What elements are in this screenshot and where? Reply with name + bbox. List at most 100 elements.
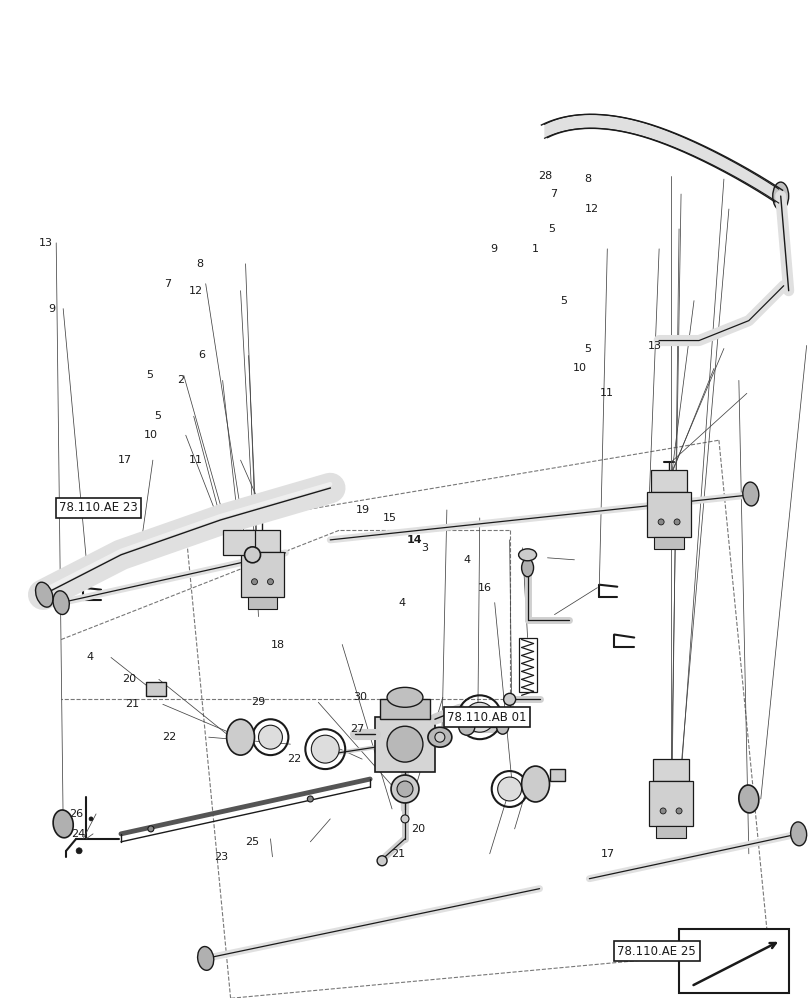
Text: 8: 8 bbox=[584, 174, 591, 184]
Circle shape bbox=[435, 732, 444, 742]
Bar bbox=[244, 530, 280, 552]
Text: 1: 1 bbox=[531, 244, 539, 254]
Text: 9: 9 bbox=[48, 304, 55, 314]
Bar bbox=[240, 552, 284, 597]
Circle shape bbox=[89, 817, 93, 821]
Text: 17: 17 bbox=[600, 849, 615, 859]
Ellipse shape bbox=[387, 687, 423, 707]
Ellipse shape bbox=[226, 719, 254, 755]
Circle shape bbox=[251, 579, 257, 585]
Bar bbox=[222, 530, 254, 555]
Circle shape bbox=[148, 826, 153, 832]
Text: 25: 25 bbox=[245, 837, 259, 847]
Text: 5: 5 bbox=[146, 370, 152, 380]
Text: 29: 29 bbox=[251, 697, 265, 707]
Bar bbox=[375, 717, 435, 772]
Text: 18: 18 bbox=[271, 640, 285, 650]
Circle shape bbox=[673, 519, 680, 525]
Bar bbox=[380, 699, 429, 719]
Ellipse shape bbox=[427, 727, 451, 747]
Text: 9: 9 bbox=[489, 244, 496, 254]
Text: 5: 5 bbox=[560, 296, 567, 306]
Text: 78.110.AB 01: 78.110.AB 01 bbox=[447, 711, 526, 724]
Text: 20: 20 bbox=[122, 674, 136, 684]
Text: 21: 21 bbox=[390, 849, 405, 859]
Circle shape bbox=[258, 725, 282, 749]
Text: 5: 5 bbox=[584, 344, 591, 354]
Circle shape bbox=[311, 735, 339, 763]
Bar bbox=[655, 826, 685, 838]
Circle shape bbox=[497, 777, 521, 801]
Ellipse shape bbox=[521, 559, 533, 577]
Bar bbox=[654, 537, 683, 549]
Circle shape bbox=[676, 808, 681, 814]
Bar bbox=[678, 929, 787, 993]
Circle shape bbox=[658, 519, 663, 525]
Bar bbox=[646, 492, 690, 537]
Bar bbox=[518, 638, 536, 692]
Text: 30: 30 bbox=[353, 692, 367, 702]
Bar bbox=[648, 781, 692, 826]
Ellipse shape bbox=[738, 785, 758, 813]
Text: 22: 22 bbox=[162, 732, 177, 742]
Bar bbox=[650, 470, 686, 492]
Text: 16: 16 bbox=[478, 583, 491, 593]
Text: 2: 2 bbox=[178, 375, 184, 385]
Circle shape bbox=[401, 815, 409, 823]
Text: 17: 17 bbox=[117, 455, 131, 465]
Text: 28: 28 bbox=[538, 171, 551, 181]
Text: 19: 19 bbox=[355, 505, 370, 515]
Text: 7: 7 bbox=[549, 189, 556, 199]
Text: 11: 11 bbox=[188, 455, 203, 465]
Ellipse shape bbox=[772, 182, 787, 210]
Ellipse shape bbox=[53, 810, 73, 838]
Text: 78.110.AE 25: 78.110.AE 25 bbox=[616, 945, 695, 958]
Ellipse shape bbox=[521, 766, 549, 802]
Circle shape bbox=[503, 693, 515, 705]
Text: 5: 5 bbox=[154, 411, 161, 421]
Text: 23: 23 bbox=[214, 852, 228, 862]
Text: 12: 12 bbox=[188, 286, 203, 296]
Text: 21: 21 bbox=[125, 699, 139, 709]
Text: 5: 5 bbox=[547, 224, 555, 234]
Circle shape bbox=[397, 781, 413, 797]
Ellipse shape bbox=[742, 482, 758, 506]
Text: 10: 10 bbox=[144, 430, 158, 440]
Bar bbox=[549, 769, 564, 781]
Bar bbox=[652, 759, 689, 781]
Text: 6: 6 bbox=[199, 350, 205, 360]
Text: 13: 13 bbox=[39, 238, 53, 248]
Text: 11: 11 bbox=[599, 388, 613, 398]
Text: 20: 20 bbox=[410, 824, 425, 834]
Text: 7: 7 bbox=[164, 279, 170, 289]
Text: 26: 26 bbox=[70, 809, 84, 819]
Text: 10: 10 bbox=[573, 363, 586, 373]
Text: 27: 27 bbox=[350, 724, 364, 734]
Circle shape bbox=[659, 808, 665, 814]
Text: 14: 14 bbox=[406, 535, 422, 545]
Text: 3: 3 bbox=[421, 543, 427, 553]
Text: 4: 4 bbox=[87, 652, 94, 662]
Text: 15: 15 bbox=[382, 513, 397, 523]
Circle shape bbox=[244, 547, 260, 563]
Ellipse shape bbox=[197, 947, 213, 970]
Ellipse shape bbox=[53, 591, 69, 615]
Text: 24: 24 bbox=[71, 829, 85, 839]
Circle shape bbox=[267, 579, 273, 585]
Text: 13: 13 bbox=[647, 341, 662, 351]
Text: 4: 4 bbox=[398, 598, 405, 608]
Circle shape bbox=[76, 848, 82, 854]
Circle shape bbox=[391, 775, 418, 803]
Ellipse shape bbox=[458, 719, 474, 735]
Ellipse shape bbox=[790, 822, 805, 846]
Bar bbox=[146, 682, 165, 696]
Text: 12: 12 bbox=[585, 204, 599, 214]
Ellipse shape bbox=[36, 582, 53, 607]
Circle shape bbox=[387, 726, 423, 762]
Circle shape bbox=[307, 796, 313, 802]
Text: 78.110.AE 23: 78.110.AE 23 bbox=[59, 501, 138, 514]
Ellipse shape bbox=[518, 549, 536, 561]
Circle shape bbox=[464, 702, 494, 732]
Bar bbox=[247, 597, 277, 609]
Text: 8: 8 bbox=[195, 259, 203, 269]
